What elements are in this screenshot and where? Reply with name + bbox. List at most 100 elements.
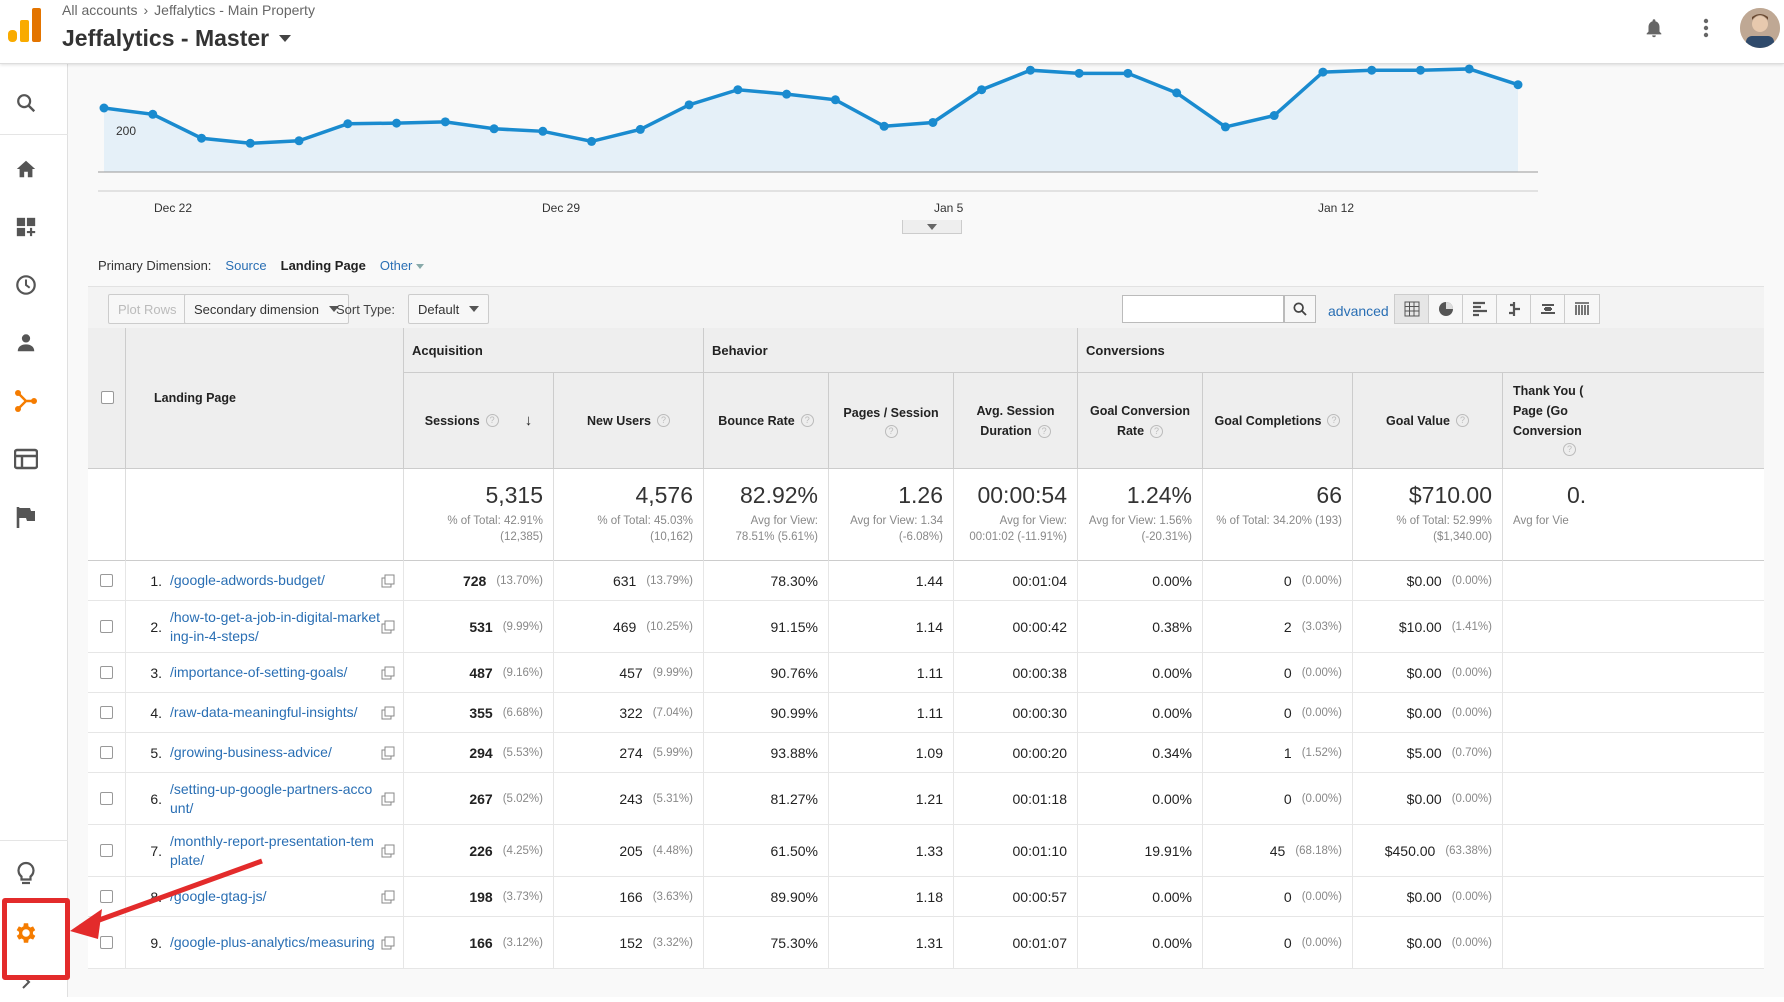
user-avatar[interactable]	[1740, 8, 1780, 48]
home-icon[interactable]	[0, 144, 52, 194]
pages-session-column-header[interactable]: Pages / Session?	[829, 373, 954, 469]
open-link-icon[interactable]	[381, 574, 395, 588]
landing-page-header[interactable]: Landing Page	[126, 328, 404, 469]
table-row[interactable]: 9. /google-plus-analytics/measuring 166 (3.…	[88, 917, 1764, 969]
table-row[interactable]: 3. /importance-of-setting-goals/487 (9.16%…	[88, 653, 1764, 693]
table-row[interactable]: 6. /setting-up-google-partners-acco unt/26…	[88, 773, 1764, 825]
data-table-view-icon[interactable]	[1395, 295, 1429, 323]
data-point[interactable]	[245, 138, 255, 148]
row-checkbox[interactable]	[100, 844, 113, 857]
table-row[interactable]: 5. /growing-business-advice/294 (5.53%) 274…	[88, 733, 1764, 773]
search-icon[interactable]	[0, 78, 52, 128]
comparison-view-icon[interactable]	[1497, 295, 1531, 323]
data-point[interactable]	[587, 136, 597, 146]
table-row[interactable]: 2. /how-to-get-a-job-in-digital-market ing…	[88, 601, 1764, 653]
sessions-column-header[interactable]: Sessions? ↓	[404, 373, 554, 469]
help-icon[interactable]: ?	[1455, 414, 1469, 427]
avg-session-duration-column-header[interactable]: Avg. Session Duration?	[954, 373, 1078, 469]
data-point[interactable]	[440, 117, 450, 127]
landing-page-link[interactable]: /google-gtag-js/	[170, 887, 382, 906]
help-icon[interactable]: ?	[1150, 424, 1164, 438]
landing-page-link[interactable]: /setting-up-google-partners-acco unt/	[170, 780, 382, 818]
audience-person-icon[interactable]	[0, 318, 52, 368]
select-all-checkbox[interactable]	[101, 391, 114, 404]
row-checkbox[interactable]	[100, 890, 113, 903]
data-point[interactable]	[197, 133, 207, 143]
data-point[interactable]	[830, 95, 840, 105]
data-point[interactable]	[538, 126, 548, 136]
admin-gear-icon[interactable]	[0, 908, 52, 958]
behavior-icon[interactable]	[0, 434, 52, 484]
data-point[interactable]	[977, 85, 987, 95]
help-icon[interactable]: ?	[1563, 443, 1576, 456]
open-link-icon[interactable]	[381, 746, 395, 760]
data-point[interactable]	[294, 136, 304, 146]
data-point[interactable]	[635, 124, 645, 134]
plot-rows-button[interactable]: Plot Rows	[108, 294, 187, 324]
landing-page-link[interactable]: /monthly-report-presentation-tem plate/	[170, 832, 382, 870]
data-point[interactable]	[1172, 88, 1182, 98]
data-point[interactable]	[1367, 65, 1377, 75]
open-link-icon[interactable]	[381, 844, 395, 858]
data-point[interactable]	[1123, 68, 1133, 78]
more-vert-icon[interactable]	[1680, 2, 1732, 54]
data-point[interactable]	[392, 118, 402, 128]
table-row[interactable]: 8. /google-gtag-js/198 (3.73%) 166 (3.63%) 89…	[88, 877, 1764, 917]
landing-page-link[interactable]: /growing-business-advice/	[170, 743, 382, 762]
dimension-other-dropdown[interactable]: Other	[380, 258, 425, 273]
goal-value-column-header[interactable]: Goal Value?	[1353, 373, 1503, 469]
search-button[interactable]	[1284, 295, 1316, 323]
landing-page-link[interactable]: /importance-of-setting-goals/	[170, 663, 382, 682]
breadcrumb-root[interactable]: All accounts	[62, 2, 138, 18]
data-point[interactable]	[684, 100, 694, 110]
chart-collapse-handle[interactable]	[902, 220, 962, 234]
data-point[interactable]	[343, 119, 353, 129]
data-point[interactable]	[1464, 64, 1474, 74]
discover-lightbulb-icon[interactable]	[0, 848, 52, 898]
row-checkbox[interactable]	[100, 620, 113, 633]
data-point[interactable]	[99, 103, 109, 113]
thank-you-page-column-header[interactable]: Thank You ( Page (Go Conversion ?	[1503, 373, 1764, 469]
data-point[interactable]	[733, 85, 743, 95]
secondary-dimension-dropdown[interactable]: Secondary dimension	[184, 294, 350, 324]
landing-page-link[interactable]: /google-plus-analytics/measuring	[170, 933, 382, 952]
dimension-landing-page[interactable]: Landing Page	[280, 258, 366, 273]
goal-completions-column-header[interactable]: Goal Completions?	[1203, 373, 1353, 469]
open-link-icon[interactable]	[381, 936, 395, 950]
open-link-icon[interactable]	[381, 890, 395, 904]
landing-page-link[interactable]: /raw-data-meaningful-insights/	[170, 703, 382, 722]
open-link-icon[interactable]	[381, 706, 395, 720]
table-row[interactable]: 7. /monthly-report-presentation-tem plate/…	[88, 825, 1764, 877]
help-icon[interactable]: ?	[656, 414, 670, 427]
row-checkbox[interactable]	[100, 746, 113, 759]
dimension-source-link[interactable]: Source	[225, 258, 267, 273]
sort-type-dropdown[interactable]: Default	[408, 294, 490, 324]
conversions-flag-icon[interactable]	[0, 492, 52, 542]
help-icon[interactable]: ?	[1037, 424, 1051, 438]
data-point[interactable]	[1220, 122, 1230, 132]
realtime-clock-icon[interactable]	[0, 260, 52, 310]
data-point[interactable]	[1025, 65, 1035, 75]
data-point[interactable]	[879, 121, 889, 131]
table-row[interactable]: 4. /raw-data-meaningful-insights/355 (6.68…	[88, 693, 1764, 733]
customization-icon[interactable]	[0, 202, 52, 252]
pie-chart-view-icon[interactable]	[1429, 295, 1463, 323]
row-checkbox[interactable]	[100, 936, 113, 949]
performance-view-icon[interactable]	[1463, 295, 1497, 323]
row-checkbox[interactable]	[100, 792, 113, 805]
pivot-view-icon[interactable]	[1565, 295, 1599, 323]
data-point[interactable]	[489, 124, 499, 134]
term-cloud-view-icon[interactable]	[1531, 295, 1565, 323]
data-point[interactable]	[1074, 68, 1084, 78]
view-selector[interactable]: Jeffalytics - Master	[62, 25, 292, 52]
help-icon[interactable]: ?	[884, 425, 898, 438]
breadcrumb-property[interactable]: Jeffalytics - Main Property	[154, 2, 315, 18]
help-icon[interactable]: ?	[1327, 414, 1341, 427]
data-point[interactable]	[782, 89, 792, 99]
open-link-icon[interactable]	[381, 620, 395, 634]
data-point[interactable]	[148, 109, 158, 119]
acquisition-icon[interactable]	[0, 376, 52, 426]
new-users-column-header[interactable]: New Users?	[554, 373, 704, 469]
goal-conversion-rate-column-header[interactable]: Goal Conversion Rate?	[1078, 373, 1203, 469]
help-icon[interactable]: ?	[800, 414, 814, 427]
